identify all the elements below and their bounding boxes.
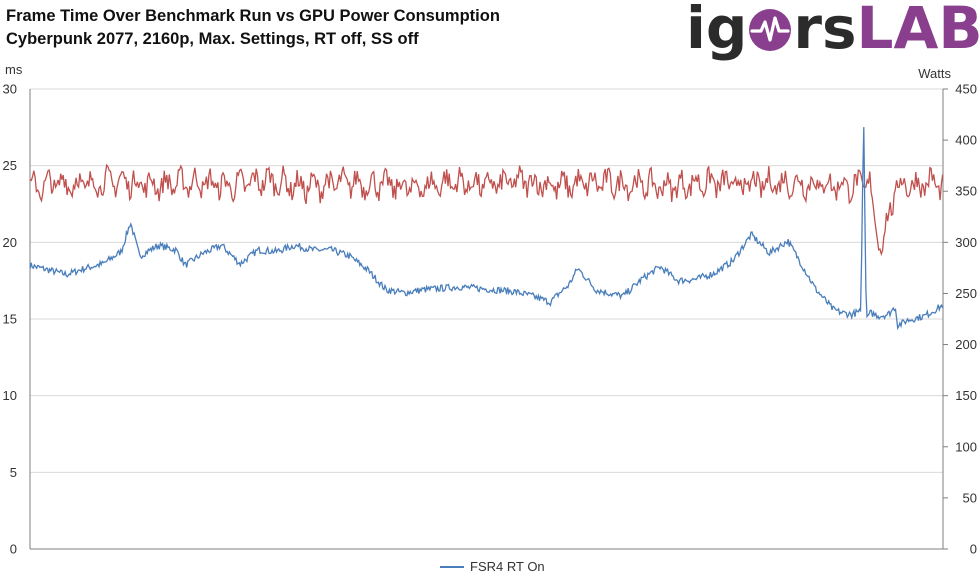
y-left-tick-label: 10 [3, 388, 17, 403]
y-left-label: ms [5, 62, 23, 77]
y-left-tick-label: 20 [3, 235, 17, 250]
y-left-tick-labels: 0 5 10 15 20 25 30 [3, 82, 17, 557]
y-right-tick-label: 450 [955, 82, 977, 97]
chart-title-line1: Frame Time Over Benchmark Run vs GPU Pow… [6, 7, 500, 25]
y-left-tick-label: 25 [3, 158, 17, 173]
y-right-tick-labels: 0 50 100 150 200 250 300 350 400 450 [943, 82, 977, 557]
logo-text-rs: rs [793, 0, 857, 62]
power-heart-icon [749, 9, 792, 51]
logo-text-lab: LAB [856, 0, 980, 62]
y-right-label: Watts [918, 66, 951, 81]
y-right-tick-label: 400 [955, 133, 977, 148]
y-left-tick-label: 0 [10, 542, 17, 557]
legend-label-frametime: FSR4 RT On [470, 559, 545, 574]
chart-subtitle: Cyberpunk 2077, 2160p, Max. Settings, RT… [6, 30, 419, 48]
y-right-tick-label: 150 [955, 388, 977, 403]
y-left-tick-label: 30 [3, 82, 17, 97]
legend-swatch-frametime [440, 565, 464, 568]
y-left-tick-label: 15 [3, 312, 17, 327]
y-right-tick-label: 250 [955, 286, 977, 301]
y-right-tick-label: 50 [963, 490, 977, 505]
igorslab-logo: ig rsLAB [686, 0, 980, 60]
y-left-tick-label: 5 [10, 465, 17, 480]
y-right-tick-label: 350 [955, 184, 977, 199]
y-right-tick-label: 200 [955, 337, 977, 352]
series-line-gpu-power [29, 163, 944, 257]
series-line-frametime [29, 127, 944, 331]
chart-title: Frame Time Over Benchmark Run vs GPU Pow… [6, 5, 500, 51]
logo-text-ig: ig [686, 0, 748, 62]
gridlines [30, 88, 943, 473]
y-right-tick-label: 300 [955, 235, 977, 250]
y-right-tick-label: 0 [970, 542, 977, 557]
legend: FSR4 RT On [440, 559, 545, 574]
y-right-tick-label: 100 [955, 439, 977, 454]
